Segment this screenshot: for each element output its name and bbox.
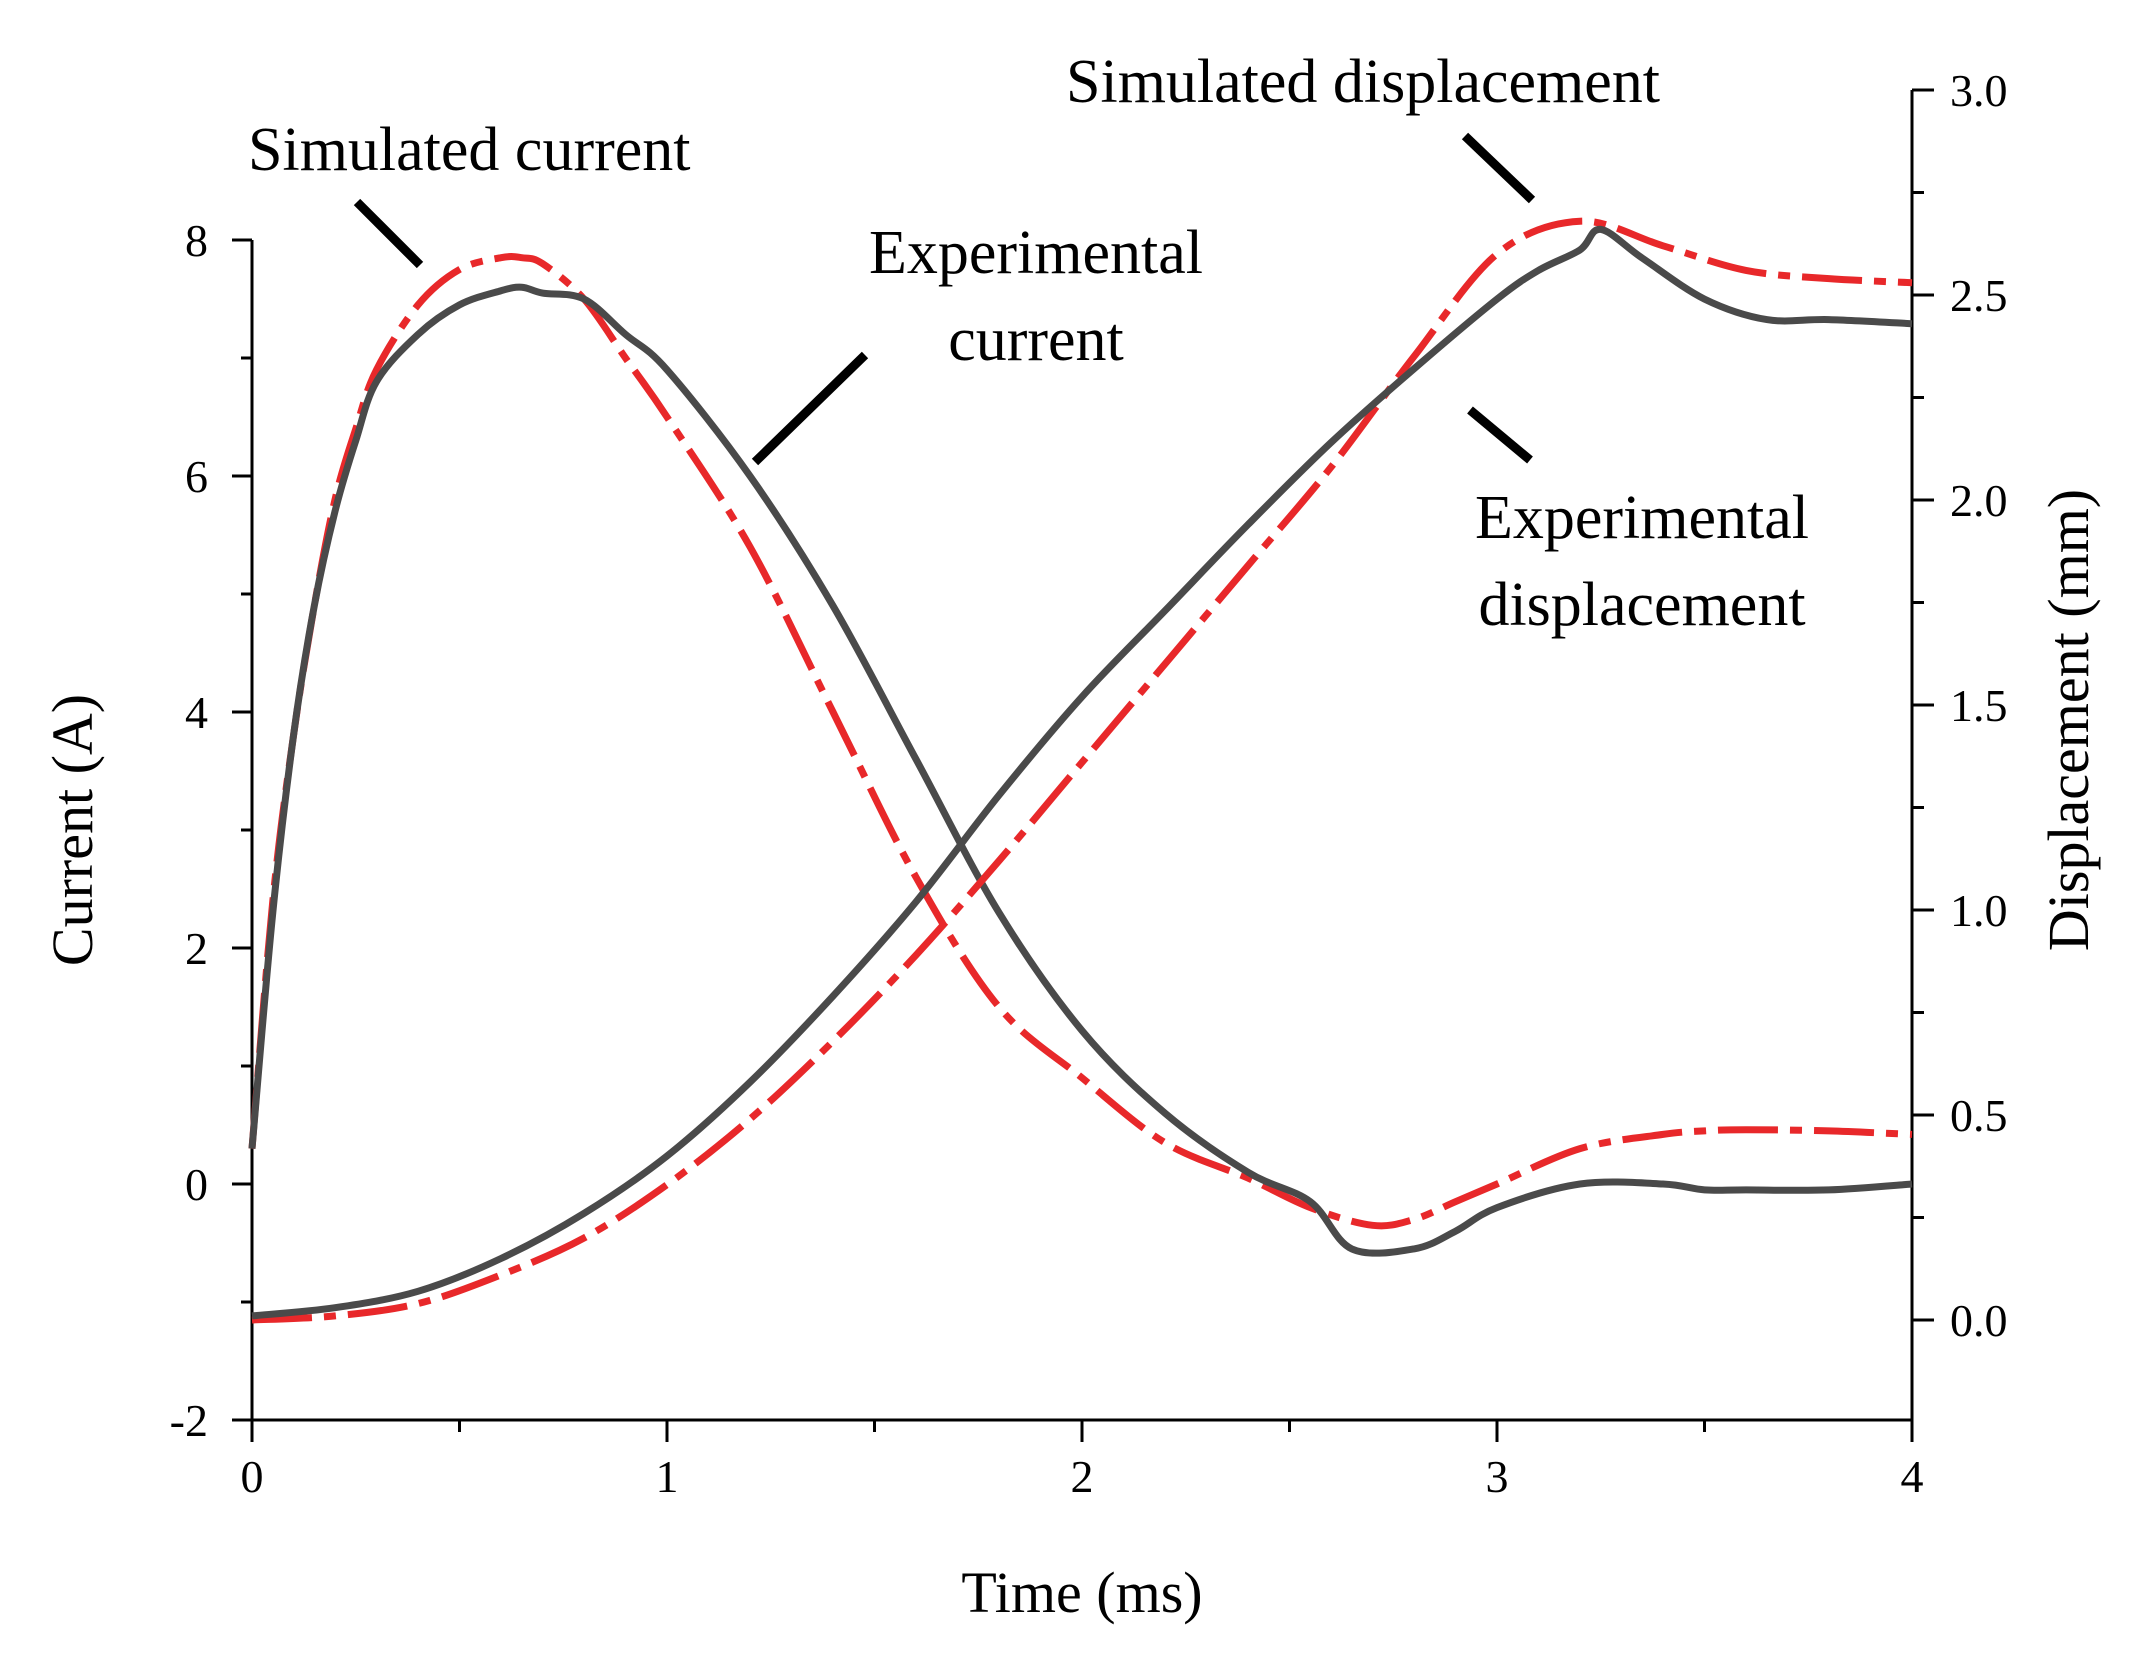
annotation-simulated-current: Simulated current (248, 116, 690, 184)
x-tick-label: 0 (241, 1451, 264, 1502)
right-tick-label: 0.5 (1950, 1090, 2008, 1141)
series-experimental-displacement (251, 225, 1913, 1320)
left-tick-label: 0 (185, 1159, 208, 1210)
x-tick-label: 4 (1901, 1451, 1924, 1502)
annotation-experimental-displacement-line2: displacement (1478, 571, 1805, 639)
x-tick-label: 2 (1071, 1451, 1094, 1502)
annotation-experimental-current-line1: Experimental (869, 219, 1203, 287)
x-tick-label: 3 (1486, 1451, 1509, 1502)
annotation-pointer-simulated-displacement (1461, 132, 1536, 204)
x-axis-title: Time (ms) (961, 1560, 1202, 1625)
right-tick-label: 0.0 (1950, 1295, 2008, 1346)
left-tick-label: -2 (170, 1395, 208, 1446)
right-tick-label: 1.0 (1950, 885, 2008, 936)
right-tick-label: 2.0 (1950, 475, 2008, 526)
right-tick-label: 1.5 (1950, 680, 2008, 731)
x-tick-label: 1 (656, 1451, 679, 1502)
left-tick-label: 2 (185, 923, 208, 974)
series-simulated-displacement (251, 217, 1913, 1324)
annotation-experimental-displacement-line1: Experimental (1475, 484, 1809, 552)
series-experimental-current (248, 283, 1913, 1257)
annotation-simulated-displacement: Simulated displacement (1066, 48, 1660, 116)
annotation-pointer-experimental-displacement (1467, 406, 1533, 464)
annotation-pointer-simulated-current (353, 198, 424, 269)
annotation-pointer-experimental-current (751, 351, 869, 466)
left-axis-title: Current (A) (40, 694, 105, 966)
right-tick-label: 3.0 (1950, 65, 2008, 116)
annotation-experimental-current-line2: current (948, 306, 1124, 374)
left-tick-label: 8 (185, 215, 208, 266)
right-axis-title: Displacement (mm) (2036, 489, 2101, 951)
left-tick-label: 6 (185, 451, 208, 502)
series-simulated-current (248, 253, 1913, 1230)
left-tick-label: 4 (185, 687, 208, 738)
ticks: 0 1 2 3 4 -2 0 2 4 6 8 0.0 0.5 1.0 1.5 2.0 2.5 3.0 (170, 65, 2008, 1502)
right-tick-label: 2.5 (1950, 270, 2008, 321)
series-group (248, 217, 1913, 1324)
